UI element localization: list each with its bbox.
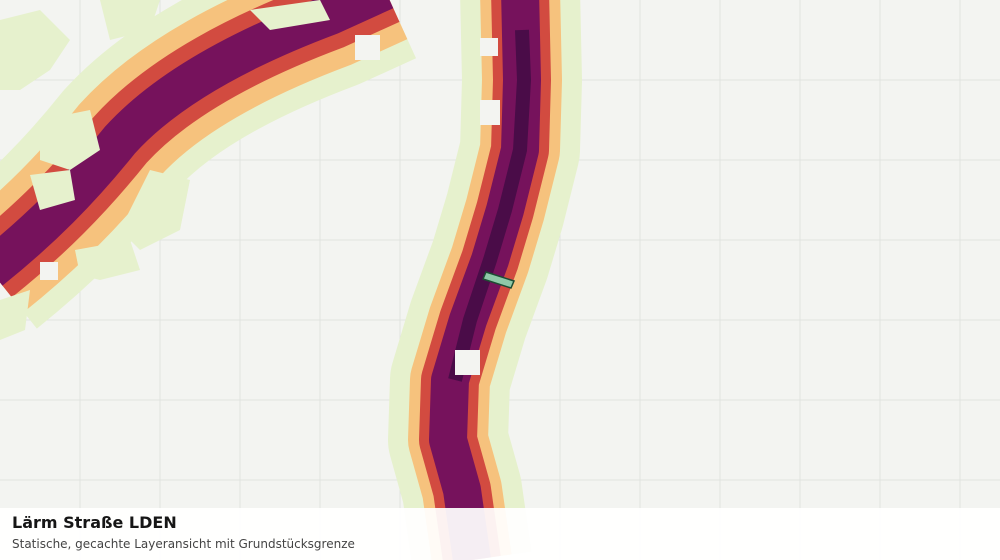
noise-band-diagonal-road [0, 0, 417, 329]
layer-title: Lärm Straße LDEN [12, 513, 177, 532]
diagonal-band-purple [0, 0, 394, 286]
noise-band-light-patches [0, 0, 330, 340]
buildings-cutouts [40, 10, 500, 375]
layer-subtitle: Statische, gecachte Layeransicht mit Gru… [12, 537, 355, 551]
vertical-band-dark [448, 29, 531, 382]
noise-band-vertical-road [388, 0, 582, 560]
layer-caption: Lärm Straße LDEN Statische, gecachte Lay… [0, 508, 1000, 560]
parcel-boundary[interactable] [481, 271, 516, 289]
